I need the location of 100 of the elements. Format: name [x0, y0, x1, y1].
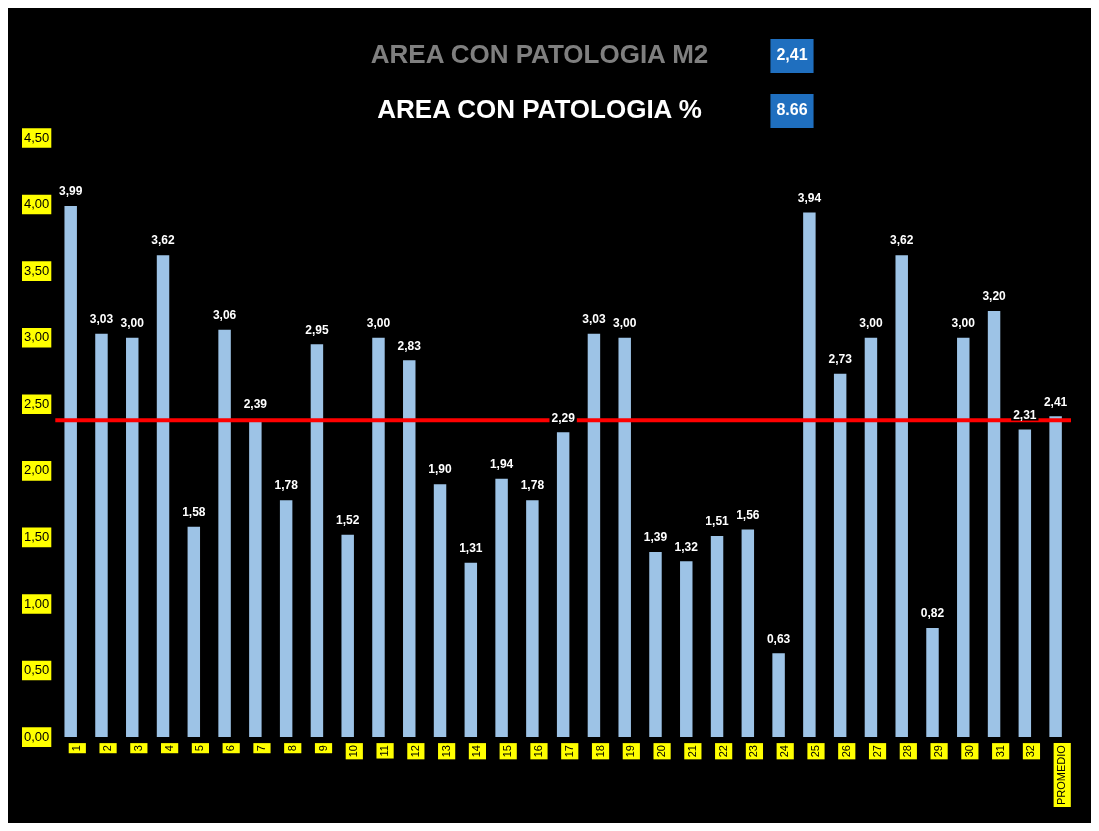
data-label: 1,39: [643, 530, 668, 545]
data-label: 3,06: [212, 308, 237, 323]
data-label: 3,94: [797, 190, 822, 205]
data-label: 2,95: [305, 322, 329, 337]
bar: [556, 432, 570, 738]
x-tick-label: 5: [193, 745, 206, 752]
y-tick-label: 3,00: [23, 329, 50, 345]
bar: [310, 344, 324, 738]
x-tick-label: 23: [747, 745, 760, 758]
y-tick-label: 4,50: [23, 129, 50, 145]
data-label: 0,82: [920, 606, 945, 621]
bar: [926, 627, 939, 738]
x-tick-label: 16: [532, 745, 544, 758]
bar: [833, 373, 847, 738]
data-label: 3,20: [982, 289, 1007, 304]
y-tick-label: 0,00: [23, 728, 50, 744]
x-tick-label: 27: [870, 745, 883, 758]
text: 8.66: [776, 101, 808, 119]
bar: [1018, 429, 1032, 738]
bar: [279, 500, 293, 738]
bar: [680, 561, 693, 738]
y-tick-label: 1,00: [23, 595, 50, 611]
x-tick-label: 32: [1024, 745, 1037, 758]
data-label: 2,39: [243, 397, 268, 412]
x-tick-label: 3: [131, 745, 144, 752]
x-tick-label: 20: [655, 745, 668, 758]
data-label: 3,62: [890, 233, 914, 248]
x-tick-label: 25: [809, 745, 822, 758]
x-tick-label: 24: [778, 745, 791, 758]
data-label: 2,31: [1013, 407, 1037, 422]
data-label: 3,99: [59, 184, 83, 199]
data-label: 1,52: [336, 513, 360, 528]
data-label: 1,56: [736, 507, 760, 522]
bar: [587, 333, 601, 738]
data-label: 0,63: [766, 631, 791, 646]
x-tick-label: 21: [685, 745, 698, 758]
x-tick-label: 9: [316, 745, 329, 752]
x-tick-label: 28: [901, 745, 914, 758]
bar: [526, 500, 539, 738]
x-tick-label: 1: [70, 745, 83, 752]
bar: [864, 337, 878, 738]
data-label: 1,94: [489, 457, 514, 472]
x-tick-label: 7: [254, 745, 267, 752]
bar: [741, 529, 755, 738]
bar: [987, 311, 1001, 738]
bar: [218, 329, 231, 738]
bar: [464, 562, 478, 738]
bar: [187, 526, 201, 738]
bar: [372, 337, 385, 738]
bar: [95, 333, 108, 738]
data-label: 1,78: [274, 478, 299, 493]
bar: [126, 337, 139, 738]
bar: [803, 212, 816, 738]
data-label: 3,00: [613, 316, 637, 331]
bar: [341, 534, 354, 738]
x-tick-label: 31: [993, 745, 1006, 758]
x-tick-label: 29: [932, 745, 945, 758]
x-tick-label: 15: [501, 745, 514, 758]
bar: [957, 337, 970, 738]
x-tick-label: 17: [562, 745, 575, 758]
data-label: 2,41: [1043, 394, 1068, 409]
data-label: 3,62: [151, 233, 176, 248]
x-tick-label: 18: [593, 745, 606, 758]
bar: [772, 653, 785, 738]
data-label: 3,00: [859, 316, 883, 331]
text: 2,41: [776, 46, 808, 64]
x-tick-label: 26: [839, 745, 852, 758]
bar: [895, 255, 908, 738]
data-label: 1,31: [459, 541, 483, 556]
y-tick-label: 4,00: [23, 196, 50, 212]
x-tick-label: 13: [439, 745, 452, 758]
chart-title: AREA CON PATOLOGIA M2: [370, 39, 709, 70]
data-label: 1,32: [674, 539, 699, 554]
bar: [403, 360, 416, 738]
x-tick-label: 10: [347, 745, 360, 758]
y-tick-label: 1,50: [23, 528, 50, 544]
data-label: 2,29: [551, 410, 576, 425]
x-tick-label: 11: [378, 745, 391, 757]
x-tick-label: 14: [470, 745, 483, 758]
data-label: 3,03: [89, 312, 114, 327]
bar: [710, 536, 724, 738]
x-tick-label: PROMEDIO: [1055, 744, 1068, 806]
bar: [64, 205, 77, 738]
data-label: 1,78: [520, 478, 545, 493]
data-label: 3,00: [366, 316, 391, 331]
x-tick-label: 12: [408, 745, 421, 758]
y-tick-label: 0,50: [23, 662, 50, 678]
x-tick-label: 8: [285, 745, 298, 752]
y-tick-label: 2,00: [23, 462, 50, 478]
x-tick-label: 19: [624, 745, 637, 758]
x-tick-label: 2: [101, 745, 114, 752]
bar: [649, 552, 662, 738]
x-tick-label: 30: [962, 745, 975, 758]
data-label: 3,00: [120, 316, 145, 331]
chart-subtitle: AREA CON PATOLOGIA %: [377, 94, 702, 125]
data-label: 3,03: [582, 312, 606, 327]
bar: [433, 484, 447, 738]
bar: [618, 337, 631, 738]
x-tick-label: 4: [162, 745, 175, 752]
x-tick-label: 6: [224, 745, 237, 752]
